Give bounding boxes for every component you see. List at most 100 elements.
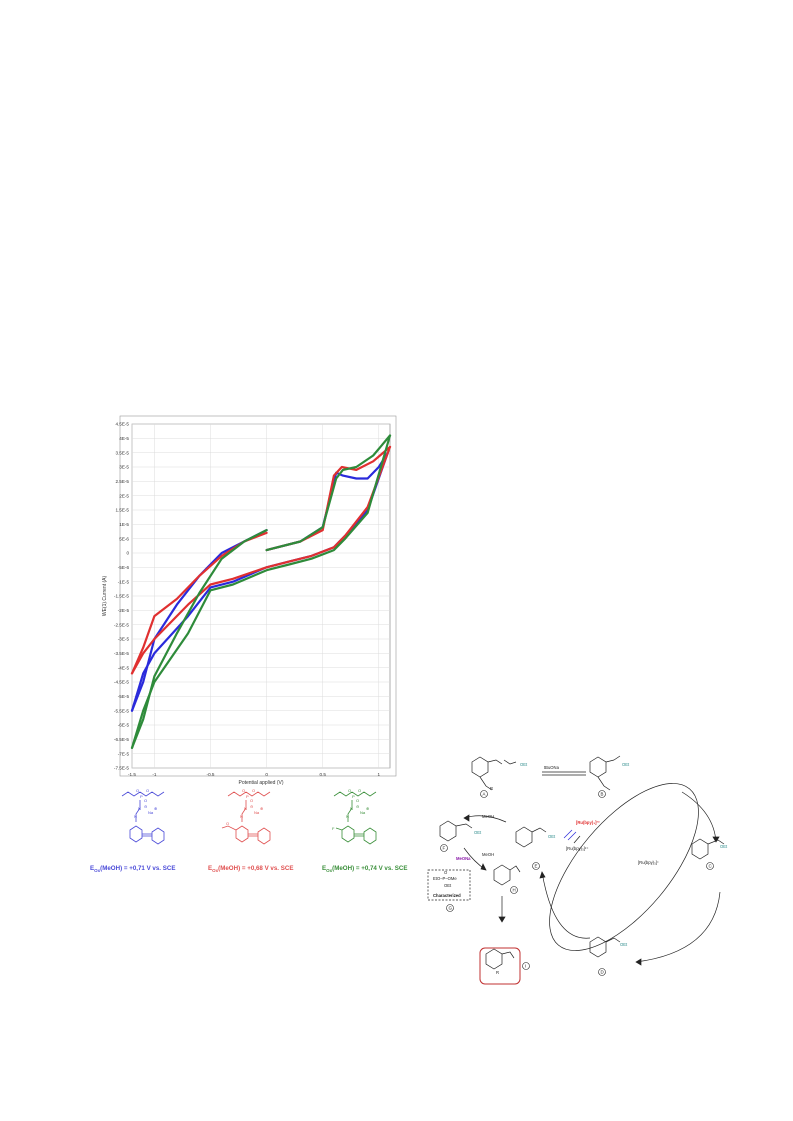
eox-label-green: EOx(MeOH) = +0,74 V vs. SCE [322,865,407,873]
green-plus-charge: ⊕ [366,806,369,811]
structure-green: P O O O N ⊖ N ⊕ Na F [312,788,402,860]
blue-minus-charge: ⊖ [144,804,147,809]
y-tick-label: 2.5E-5 [115,479,129,484]
compound-I-box [479,947,521,985]
compound-A-ring [471,756,489,778]
cv-trace-2-1 [130,434,392,749]
compound-b-oet: OEt [622,762,630,767]
characterized-label: Characterized [433,893,461,898]
compound-H-ring [493,864,511,886]
green-o-atom-3: O [356,798,359,803]
y-tick-label: -2E-5 [118,608,130,613]
y-tick-label: -4.5E-5 [114,680,130,685]
green-o-atom-2: O [358,788,361,793]
blue-p-atom: P [140,794,143,799]
x-tick-label: 0.5 [320,772,327,777]
y-axis-label: WE(1).Current (A) [102,576,108,617]
ru-2plus-label: [Ru(bpy)₃]²⁺ [566,846,589,851]
meona-reagent: MeONa [456,856,471,861]
compound-f-oet: OEt [474,830,482,835]
byproduct-formula: EtO–P–OMe [433,876,457,881]
green-n-atom-2: N [346,814,349,819]
y-tick-label: -6.5E-5 [114,737,130,742]
x-tick-label: 1 [378,772,381,777]
eox-green-prefix: E [322,865,327,872]
green-n-atom-1: N [350,806,353,811]
byproduct-o: O [444,870,448,875]
compound-i-r: R [496,970,499,975]
y-tick-label: -7E-5 [118,751,130,756]
cv-trace-2-0 [265,434,392,552]
red-na-atom: Na [254,810,260,815]
meoh-reagent-1: MeOH [482,814,494,819]
x-tick-label: -0.5 [207,772,215,777]
label-compound-A: A [483,792,486,797]
y-tick-label: -1E-5 [118,579,130,584]
meoh-reagent-2: MeOH [482,852,494,857]
compound-E-ring [515,826,533,848]
y-tick-label: -3.5E-5 [114,651,130,656]
red-n-atom-1: N [244,806,247,811]
y-tick-label: -7.5E-5 [114,766,130,771]
y-tick-label: 2E-5 [119,493,129,498]
cv-trace-1-1 [130,445,392,675]
y-tick-label: -1.5E-5 [114,594,130,599]
y-tick-label: 5E-6 [119,536,129,541]
red-minus-charge: ⊖ [250,804,253,809]
eox-green-sub: Ox [326,868,333,874]
cv-trace-2-2 [130,529,268,749]
cv-chart-svg: 4.5E-5 4E-5 3.5E-5 3E-5 2.5E-5 2E-5 1.5E-5 1E-5… [102,415,397,786]
eox-red-sub: Ox [212,868,219,874]
compound-C-ring [691,838,709,860]
ru-plus-label: [Ru(bpy)₃]⁺ [638,860,659,865]
green-na-atom: Na [360,810,366,815]
y-tick-label: 1E-5 [119,522,129,527]
y-tick-label: 3E-5 [119,465,129,470]
label-compound-C: C [709,864,712,869]
compound-B-ring [589,756,607,778]
eox-blue-prefix: E [90,865,95,872]
red-plus-charge: ⊕ [260,806,263,811]
label-compound-H: H [513,888,516,893]
y-tick-label: 1.5E-5 [115,508,129,513]
eox-red-prefix: E [208,865,213,872]
structure-row: P O O O N ⊖ N ⊕ Na P O [90,788,407,878]
y-tick-label: -3E-5 [118,637,130,642]
green-p-atom: P [352,794,355,799]
blue-na-atom: Na [148,810,154,815]
compound-D-ring [589,936,607,958]
structure-red-drawing: P O O O N ⊖ N ⊕ Na O [221,788,271,845]
compound-F-ring [439,820,457,842]
label-compound-G: G [449,906,453,911]
tbuona-reagent: tBuONa [544,765,560,770]
compound-I-ring [485,948,503,970]
cyclic-voltammogram: 4.5E-5 4E-5 3.5E-5 3E-5 2.5E-5 2E-5 1.5E-5 1E-5… [90,412,402,792]
green-o-atom-1: O [348,788,351,793]
blue-o-atom-1: O [136,788,139,793]
y-tick-label: -2.5E-5 [114,622,130,627]
red-o-atom-2: O [252,788,255,793]
red-methoxy-o: O [226,821,229,826]
structure-red: P O O O N ⊖ N ⊕ Na O [206,788,296,860]
x-tick-label: -1.5 [128,772,136,777]
label-compound-D: D [601,970,604,975]
blue-n-atom-2: N [134,814,137,819]
red-p-atom: P [246,794,249,799]
byproduct-box [427,869,471,901]
eox-blue-value: (MeOH) = +0,71 V vs. SCE [100,865,176,872]
blue-o-atom-3: O [144,798,147,803]
y-tick-label: 4.5E-5 [115,422,129,427]
eox-blue-sub: Ox [94,868,101,874]
green-minus-charge: ⊖ [356,804,359,809]
y-tick-label: -5E-5 [118,694,130,699]
label-compound-B: B [601,792,604,797]
eox-green-value: (MeOH) = +0,74 V vs. SCE [332,865,408,872]
compound-c-oet: OEt [720,844,728,849]
compound-a-r: R [490,786,493,791]
red-o-atom-1: O [242,788,245,793]
mechanism-scheme: tBuONa MeOH MeOH MeONa [Ru(bpy)₃]²⁺ [Ru(… [424,752,742,998]
compound-a-oet: OEt [520,762,528,767]
eox-label-red: EOx(MeOH) = +0,68 V vs. SCE [208,865,293,873]
mechanism-svg: tBuONa MeOH MeOH MeONa [Ru(bpy)₃]²⁺ [Ru(… [427,755,728,985]
structure-green-drawing: P O O O N ⊖ N ⊕ Na F [332,788,377,845]
